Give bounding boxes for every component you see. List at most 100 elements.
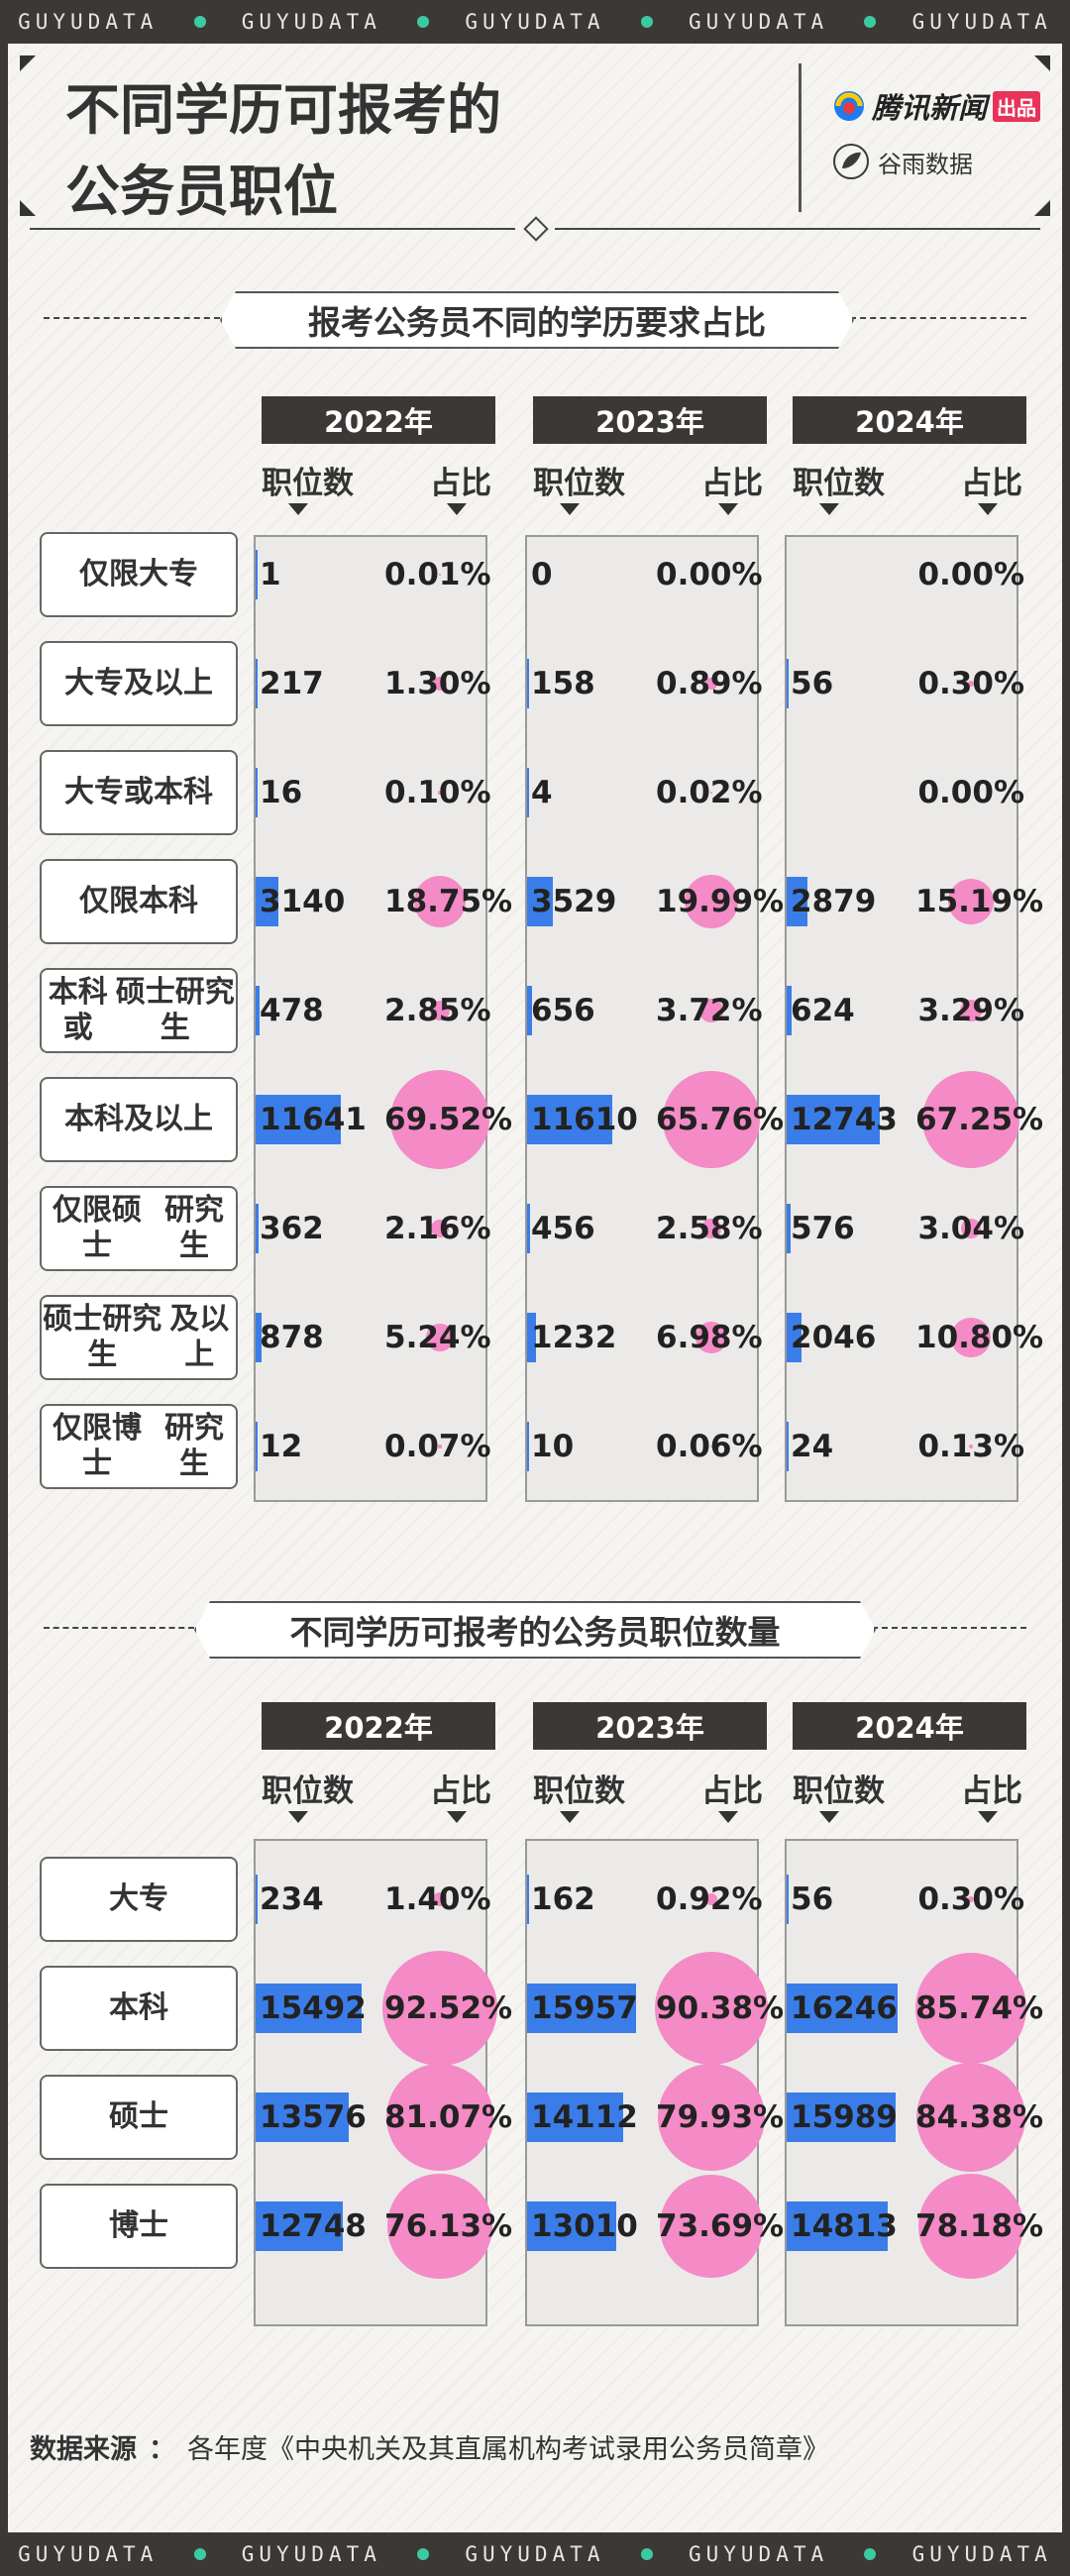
- share-bubble: [967, 680, 975, 688]
- count-subheader: 职位数: [793, 1773, 885, 1809]
- count-value: 15957: [531, 1990, 638, 2026]
- ticker-dot-icon: [193, 2548, 206, 2560]
- share-bubble: [439, 574, 441, 576]
- share-bubble: [699, 999, 723, 1022]
- share-bubble: [426, 1324, 454, 1351]
- row-label-line: 硕士研究生: [115, 975, 235, 1045]
- share-bubble: [968, 1444, 974, 1449]
- source-colon: ：: [149, 2434, 175, 2465]
- share-bubble: [921, 1070, 1020, 1169]
- share-value: 81.07%: [384, 2099, 513, 2135]
- corner-mark: [1034, 200, 1050, 216]
- count-bar: [527, 2093, 624, 2142]
- corner-mark: [20, 55, 36, 71]
- ticker-word: GUYUDATA: [241, 10, 381, 34]
- share-value: 65.76%: [656, 1102, 785, 1137]
- count-bar: [787, 1875, 789, 1924]
- share-value: 78.18%: [915, 2208, 1044, 2244]
- count-bar: [527, 2201, 616, 2251]
- row-label-line: 仅限硕士: [53, 1193, 142, 1263]
- count-bar: [527, 1095, 612, 1144]
- share-bubble: [915, 1953, 1026, 2064]
- count-value: 10: [531, 1429, 575, 1464]
- header-rule-left: [30, 228, 515, 230]
- title-line-1: 不同学历可报考的: [65, 78, 502, 142]
- share-value: 0.92%: [656, 1881, 763, 1917]
- share-value: 3.04%: [917, 1211, 1024, 1246]
- count-bar: [256, 550, 258, 599]
- share-value: 10.80%: [915, 1320, 1044, 1355]
- share-value: 19.99%: [656, 884, 785, 919]
- ticker-word: GUYUDATA: [241, 2542, 381, 2566]
- brand-tencent-news: 腾讯新闻 出品: [832, 85, 1041, 127]
- tencent-news-logo-icon: [834, 91, 864, 121]
- share-value: 0.02%: [656, 775, 763, 810]
- share-bubble: [387, 2174, 492, 2279]
- year-header: 2024年: [793, 396, 1026, 444]
- share-bubble: [685, 875, 738, 928]
- row-label-line: 仅限博士: [53, 1411, 142, 1481]
- count-bar: [787, 1422, 789, 1471]
- count-bar: [256, 768, 258, 817]
- year-header: 2022年: [262, 396, 495, 444]
- count-value: 3529: [531, 884, 617, 919]
- share-bubble: [967, 1895, 975, 1903]
- share-value: 92.52%: [384, 1990, 513, 2026]
- share-value: 0.00%: [917, 775, 1024, 810]
- title-line-2: 公务员职位: [65, 160, 339, 223]
- count-bar: [256, 1422, 258, 1471]
- row-label: 硕士研究生 及以上: [40, 1295, 238, 1380]
- count-value: 656: [531, 993, 595, 1028]
- count-value: 12: [260, 1429, 303, 1464]
- share-bubble: [917, 2173, 1024, 2280]
- row-label-line: 本科及以上: [64, 1102, 213, 1136]
- share-subheader: 占比: [961, 1773, 1022, 1809]
- corner-mark: [20, 200, 36, 216]
- row-label-line: 大专: [109, 1881, 168, 1916]
- count-value: 1232: [531, 1320, 617, 1355]
- share-value: 3.72%: [656, 993, 763, 1028]
- count-bar: [256, 2093, 349, 2142]
- row-label-line: 本科或: [48, 975, 108, 1045]
- count-bar: [787, 1313, 802, 1362]
- count-value: 158: [531, 666, 595, 701]
- row-label: 硕士: [40, 2075, 238, 2160]
- ticker-dot-icon: [864, 16, 877, 28]
- ticker-dot-icon: [640, 16, 653, 28]
- share-bubble: [960, 1218, 982, 1239]
- share-value: 67.25%: [915, 1102, 1044, 1137]
- count-value: 12748: [260, 2208, 367, 2244]
- count-bar: [527, 1875, 529, 1924]
- row-label: 大专或本科: [40, 750, 238, 835]
- share-bubble: [696, 1322, 727, 1353]
- section-rule-left: [44, 1627, 194, 1629]
- ticker-dot-icon: [864, 2548, 877, 2560]
- row-label-line: 硕士: [109, 2099, 168, 2134]
- ticker-word: GUYUDATA: [465, 2542, 605, 2566]
- count-value: 14112: [531, 2099, 638, 2135]
- share-value: 0.07%: [384, 1429, 491, 1464]
- row-label-line: 大专或本科: [64, 775, 213, 809]
- row-label: 仅限博士 研究生: [40, 1404, 238, 1489]
- ticker-word: GUYUDATA: [688, 10, 829, 34]
- share-value: 0.10%: [384, 775, 491, 810]
- count-value: 2879: [791, 884, 877, 919]
- brand1-name: 腾讯新闻: [872, 91, 988, 125]
- share-subheader: 占比: [701, 1773, 763, 1809]
- count-bar: [256, 1875, 258, 1924]
- share-value: 1.40%: [384, 1881, 491, 1917]
- count-value: 16: [260, 775, 303, 810]
- count-bar: [527, 1313, 537, 1362]
- share-bubble: [382, 1951, 497, 2066]
- row-label: 本科或 硕士研究生: [40, 968, 238, 1053]
- share-value: 18.75%: [384, 884, 513, 919]
- corner-mark: [1034, 55, 1050, 71]
- share-bubble: [658, 2064, 765, 2171]
- row-label: 仅限硕士 研究生: [40, 1186, 238, 1271]
- year-header: 2023年: [533, 396, 767, 444]
- share-value: 15.19%: [915, 884, 1044, 919]
- ticker-word: GUYUDATA: [465, 10, 605, 34]
- count-value: 13010: [531, 2208, 638, 2244]
- brand-guyu-data: 谷雨数据: [832, 143, 973, 180]
- header-rule-right: [555, 228, 1040, 230]
